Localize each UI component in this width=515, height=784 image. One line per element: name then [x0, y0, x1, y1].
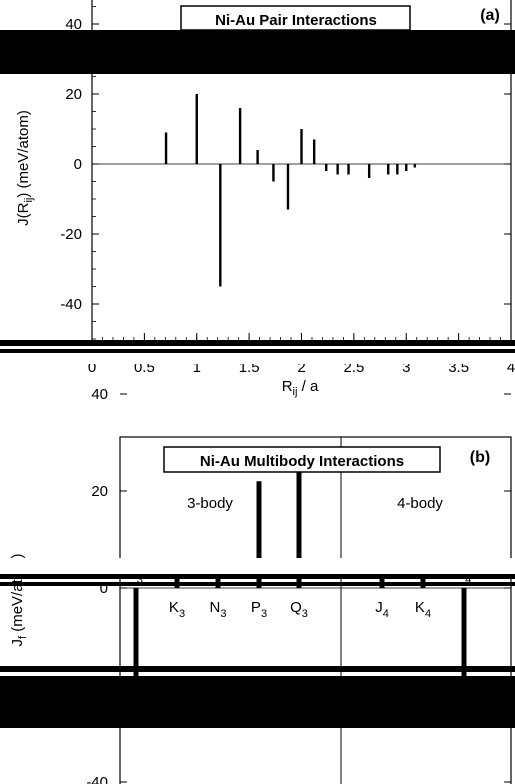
y-tick-label: 40 — [91, 386, 108, 403]
y-ticks: 40 20 0 -20 -40 — [60, 6, 511, 340]
category-label: N3 — [210, 599, 227, 620]
x-tick-label: 3 — [402, 359, 410, 376]
redaction-bar-7 — [0, 582, 515, 586]
y-tick-label: -40 — [86, 774, 108, 784]
chart-title: Ni-Au Multibody Interactions — [200, 453, 404, 470]
x-tick-label: 0 — [88, 359, 96, 376]
category-label: J4 — [375, 599, 389, 620]
title-box — [163, 446, 441, 473]
redaction-bar-9 — [0, 676, 515, 728]
x-tick-label: 2 — [297, 359, 305, 376]
redaction-bar-3 — [0, 349, 515, 353]
redaction-bar-4 — [0, 354, 515, 364]
category-label: K4 — [415, 599, 431, 620]
panel-label: (a) — [480, 7, 500, 24]
category-label: P3 — [251, 599, 267, 620]
chart-title: Ni-Au Pair Interactions — [215, 12, 377, 29]
y-tick-label: 0 — [100, 580, 108, 597]
y-tick-label: 40 — [65, 16, 82, 33]
y-tick-label: -20 — [60, 226, 82, 243]
bars — [164, 94, 417, 287]
redaction-bar-5 — [0, 558, 515, 574]
category-label: K3 — [169, 599, 185, 620]
redaction-bar-2 — [0, 340, 515, 346]
title-box — [180, 5, 411, 31]
x-tick-label: 1 — [193, 359, 201, 376]
redaction-bar-6 — [0, 574, 515, 579]
panel-label: (b) — [470, 449, 490, 466]
y-tick-label: 20 — [65, 86, 82, 103]
y-axis-label: J(Rij) (meV/atom) — [15, 110, 35, 226]
y-tick-label: 0 — [74, 156, 82, 173]
group-label-3-body: 3-body — [187, 495, 233, 512]
plot-frame — [119, 436, 512, 784]
group-label-4-body: 4-body — [397, 495, 443, 512]
category-label: Q3 — [290, 599, 308, 620]
y-tick-label: 20 — [91, 483, 108, 500]
x-tick-label: 4 — [507, 359, 515, 376]
redaction-bar-8 — [0, 666, 515, 672]
y-tick-label: -40 — [60, 296, 82, 313]
x-axis-label: Rij / a — [282, 378, 319, 398]
redaction-bar-1 — [0, 30, 515, 74]
